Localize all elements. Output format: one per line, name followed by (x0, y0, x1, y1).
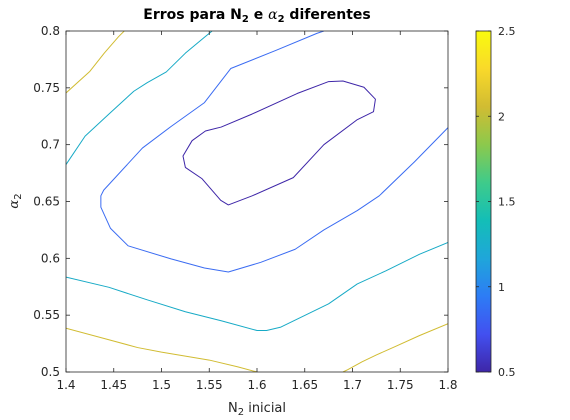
y-tick-label: 0.6 (41, 251, 60, 265)
contour-line-2 (66, 241, 448, 332)
y-tick-label: 0.65 (33, 195, 60, 209)
y-tick-label: 0.8 (41, 24, 60, 38)
x-tick-label: 1.4 (56, 378, 75, 392)
y-tick-label: 0.55 (33, 308, 60, 322)
contour-line-0 (182, 80, 376, 206)
contour-line-3 (66, 31, 213, 165)
x-tick-label: 1.75 (387, 378, 414, 392)
x-axis-label: N2 inicial (228, 401, 286, 418)
colorbar-ticks: 0.5 1 1.5 2 2.5 (476, 25, 516, 379)
x-tick-label: 1.45 (100, 378, 127, 392)
contour-line-1 (100, 31, 448, 273)
contour-line-5 (342, 323, 448, 372)
colorbar-tick-label: 1 (498, 281, 505, 294)
y-tick-label: 0.7 (41, 138, 60, 152)
x-tick-label: 1.5 (152, 378, 171, 392)
colorbar-tick-label: 2 (498, 110, 505, 123)
colorbar-tick-label: 0.5 (498, 366, 516, 379)
y-axis-ticks: 0.5 0.55 0.6 0.65 0.7 0.75 0.8 (33, 24, 448, 379)
y-axis-label: α2 (7, 193, 24, 208)
y-tick-label: 0.75 (33, 81, 60, 95)
x-tick-label: 1.55 (196, 378, 223, 392)
x-tick-label: 1.65 (291, 378, 318, 392)
x-tick-label: 1.6 (247, 378, 266, 392)
colorbar-tick-label: 1.5 (498, 196, 516, 209)
plot-area (66, 31, 448, 372)
x-tick-label: 1.8 (438, 378, 457, 392)
x-axis-ticks: 1.4 1.45 1.5 1.55 1.6 1.65 1.7 1.75 1.8 (56, 31, 458, 392)
contour-lines (66, 31, 448, 372)
contour-line-6 (66, 31, 125, 94)
colorbar-tick-label: 2.5 (498, 25, 516, 38)
x-tick-label: 1.7 (343, 378, 362, 392)
y-tick-label: 0.5 (41, 365, 60, 379)
contour-line-4 (66, 327, 258, 372)
chart-title: Erros para N2 e α2 diferentes (143, 7, 370, 25)
